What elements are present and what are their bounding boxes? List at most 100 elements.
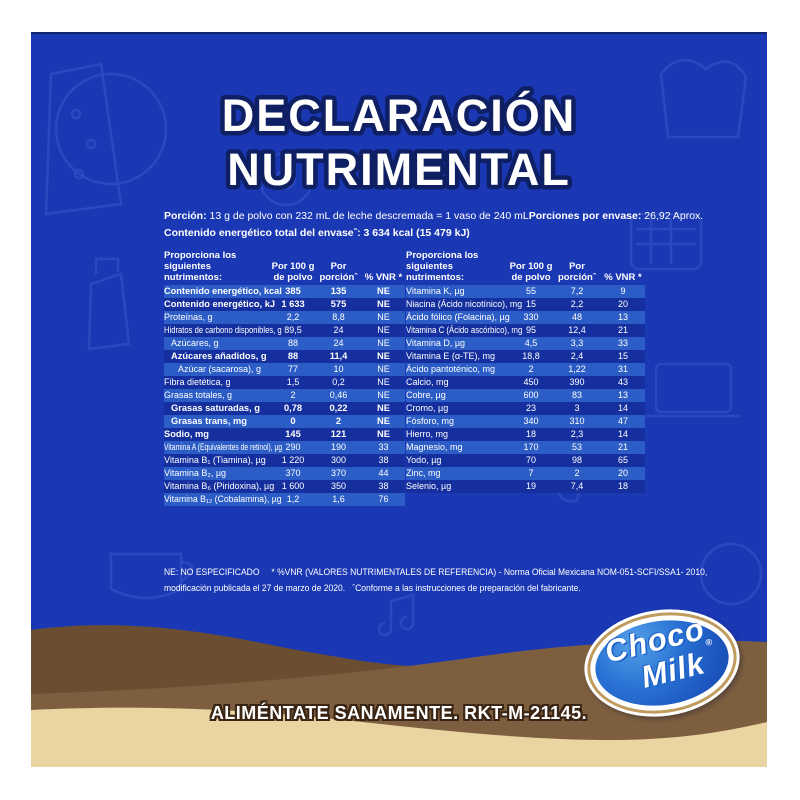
vnr-value: NE bbox=[377, 403, 390, 413]
per-100g-value: 88 bbox=[287, 338, 298, 348]
table-header-left: Proporciona los siguientes nutrimentos: … bbox=[164, 250, 405, 283]
per-portion-value: 11,4 bbox=[329, 351, 348, 361]
table-row: Vitamina E (α-TE), mg 18,8 2,4 15 bbox=[406, 350, 645, 363]
per-100g-value: 18 bbox=[525, 429, 536, 439]
cream-wave bbox=[31, 707, 767, 767]
header-per100-line1: Por 100 g bbox=[271, 261, 315, 272]
vnr-value: 18 bbox=[617, 481, 628, 491]
per-portion-value: 3,3 bbox=[570, 338, 584, 348]
nutrient-name: Grasas totales, g bbox=[164, 390, 233, 400]
vnr-value: 15 bbox=[617, 351, 628, 361]
vnr-value: 65 bbox=[617, 455, 628, 465]
vnr-value: 43 bbox=[617, 377, 628, 387]
table-body-right: Vitamina K, µg 55 7,2 9 Niacina (Ácido nicot… bbox=[406, 285, 645, 493]
per-100g-value: 2 bbox=[528, 364, 534, 374]
per-portion-value: 190 bbox=[330, 442, 347, 452]
table-row: Zinc, mg 7 2 20 bbox=[406, 467, 645, 480]
vnr-value: 21 bbox=[617, 442, 628, 452]
table-row: Azúcares añadidos, g 88 11,4 NE bbox=[164, 350, 405, 363]
nutrient-name: Vitamina K, µg bbox=[406, 286, 465, 296]
per-100g-value: 340 bbox=[523, 416, 539, 426]
per-100g-value: 145 bbox=[285, 429, 301, 439]
per-100g-value: 0 bbox=[290, 416, 296, 426]
per-100g-value: 7 bbox=[528, 468, 534, 478]
header-portion-text: Por porciónˆ bbox=[558, 261, 596, 283]
per-portion-value: 12,4 bbox=[568, 325, 586, 335]
nutrition-label-panel: DECLARACIÓN NUTRIMENTAL Porción: 13 g de… bbox=[31, 32, 767, 767]
table-header-right: Proporciona los siguientes nutrimentos: … bbox=[406, 250, 645, 283]
nutrient-name: Yodo, µg bbox=[406, 455, 442, 465]
nutrient-name: Vitamina B₁₂ (Cobalamina), µg bbox=[164, 494, 282, 504]
per-container-statement: Porciones por envase: 26,92 Aprox. bbox=[529, 208, 704, 225]
vnr-value: NE bbox=[377, 429, 390, 439]
vnr-value: 31 bbox=[617, 364, 628, 374]
footnote: NE: NO ESPECIFICADO * %VNR (VALORES NUTR… bbox=[164, 564, 708, 596]
table-row: Fósforo, mg 340 310 47 bbox=[406, 415, 645, 428]
vnr-value: NE bbox=[377, 364, 390, 374]
table-row: Magnesio, mg 170 53 21 bbox=[406, 441, 645, 454]
registered-trademark-icon: ® bbox=[704, 636, 713, 648]
per-portion-value: 10 bbox=[333, 364, 344, 374]
per-100g-value: 385 bbox=[285, 286, 301, 296]
nutrient-name: Sodio, mg bbox=[164, 429, 209, 439]
header-portion-text: Por porciónˆ bbox=[319, 261, 358, 283]
table-row: Azúcares, g 88 24 NE bbox=[164, 337, 405, 350]
per-container-value: 26,92 Aprox. bbox=[641, 210, 704, 222]
per-100g-value: 89,5 bbox=[284, 325, 302, 335]
footnote-line-2: modificación publicada el 27 de marzo de… bbox=[164, 583, 581, 593]
per-portion-value: 370 bbox=[330, 468, 347, 478]
per-100g-value: 77 bbox=[287, 364, 298, 374]
vnr-value: 20 bbox=[617, 299, 628, 309]
table-row: Ácido pantoténico, mg 2 1,22 31 bbox=[406, 363, 645, 376]
table-row: Calcio, mg 450 390 43 bbox=[406, 376, 645, 389]
table-row: Vitamina A (Equivalentes de retinol), µg… bbox=[164, 441, 405, 454]
vnr-value: NE bbox=[377, 299, 390, 309]
title-block: DECLARACIÓN NUTRIMENTAL bbox=[217, 86, 579, 200]
table-row: Grasas saturadas, g 0,78 0,22 NE bbox=[164, 402, 405, 415]
table-row: Yodo, µg 70 98 65 bbox=[406, 454, 645, 467]
footnote-line-1: NE: NO ESPECIFICADO * %VNR (VALORES NUTR… bbox=[164, 567, 708, 577]
serving-info: Porción: 13 g de polvo con 232 mL de lec… bbox=[164, 208, 703, 242]
vnr-value: 33 bbox=[617, 338, 628, 348]
table-row: Vitamina B₁ (Tiamina), µg 1 220 300 38 bbox=[164, 454, 405, 467]
header-vnr: % VNR * bbox=[601, 250, 645, 283]
energy-total-label: Contenido energético total del envaseˆ: bbox=[164, 227, 364, 239]
portion-text: 13 g de polvo con 232 mL de leche descre… bbox=[206, 210, 529, 222]
vnr-value: NE bbox=[377, 312, 390, 322]
nutrient-name: Fósforo, mg bbox=[406, 416, 455, 426]
header-nutrients-line1: Proporciona los bbox=[164, 250, 237, 261]
nutrient-name: Contenido energético, kcal bbox=[164, 286, 282, 296]
per-portion-value: 48 bbox=[571, 312, 582, 322]
vnr-value: NE bbox=[377, 325, 390, 335]
per-portion-value: 98 bbox=[571, 455, 582, 465]
per-100g-value: 290 bbox=[285, 442, 301, 452]
per-portion-value: 0,46 bbox=[329, 390, 348, 400]
nutrition-tables: Proporciona los siguientes nutrimentos: … bbox=[164, 250, 645, 506]
header-per-100g: Por 100 g de polvo bbox=[509, 250, 553, 283]
per-100g-value: 2 bbox=[290, 390, 296, 400]
per-portion-value: 2 bbox=[335, 416, 342, 426]
per-container-label: Porciones por envase: bbox=[528, 210, 642, 222]
nutrient-name: Azúcar (sacarosa), g bbox=[178, 364, 262, 374]
header-vnr-text: % VNR * bbox=[364, 272, 403, 283]
per-100g-value: 19 bbox=[525, 481, 536, 491]
header-per100-line2: de polvo bbox=[273, 272, 313, 283]
table-row: Contenido energético, kJ 1 633 575 NE bbox=[164, 298, 405, 311]
per-portion-value: 2,2 bbox=[570, 299, 584, 309]
per-portion-value: 2 bbox=[574, 468, 580, 478]
per-100g-value: 1 633 bbox=[281, 299, 305, 309]
table-row: Hierro, mg 18 2,3 14 bbox=[406, 428, 645, 441]
nutrient-name: Ácido pantoténico, mg bbox=[406, 364, 496, 374]
portion-statement: Porción: 13 g de polvo con 232 mL de lec… bbox=[164, 208, 529, 225]
nutrient-name: Vitamina C (Ácido ascórbico), mg bbox=[406, 325, 523, 335]
per-portion-value: 1,22 bbox=[568, 364, 586, 374]
per-100g-value: 15 bbox=[525, 299, 536, 309]
per-100g-value: 170 bbox=[523, 442, 539, 452]
energy-total-line: Contenido energético total del envaseˆ: … bbox=[164, 225, 692, 242]
nutrient-name: Azúcares añadidos, g bbox=[171, 351, 267, 361]
nutrient-name: Vitamina A (Equivalentes de retinol), µg bbox=[164, 442, 283, 452]
header-nutrients-line2: siguientes nutrimentos: bbox=[164, 261, 223, 283]
table-row: Vitamina B₆ (Piridoxina), µg 1 600 350 38 bbox=[164, 480, 405, 493]
nutrient-name: Vitamina B₆ (Piridoxina), µg bbox=[164, 481, 275, 491]
